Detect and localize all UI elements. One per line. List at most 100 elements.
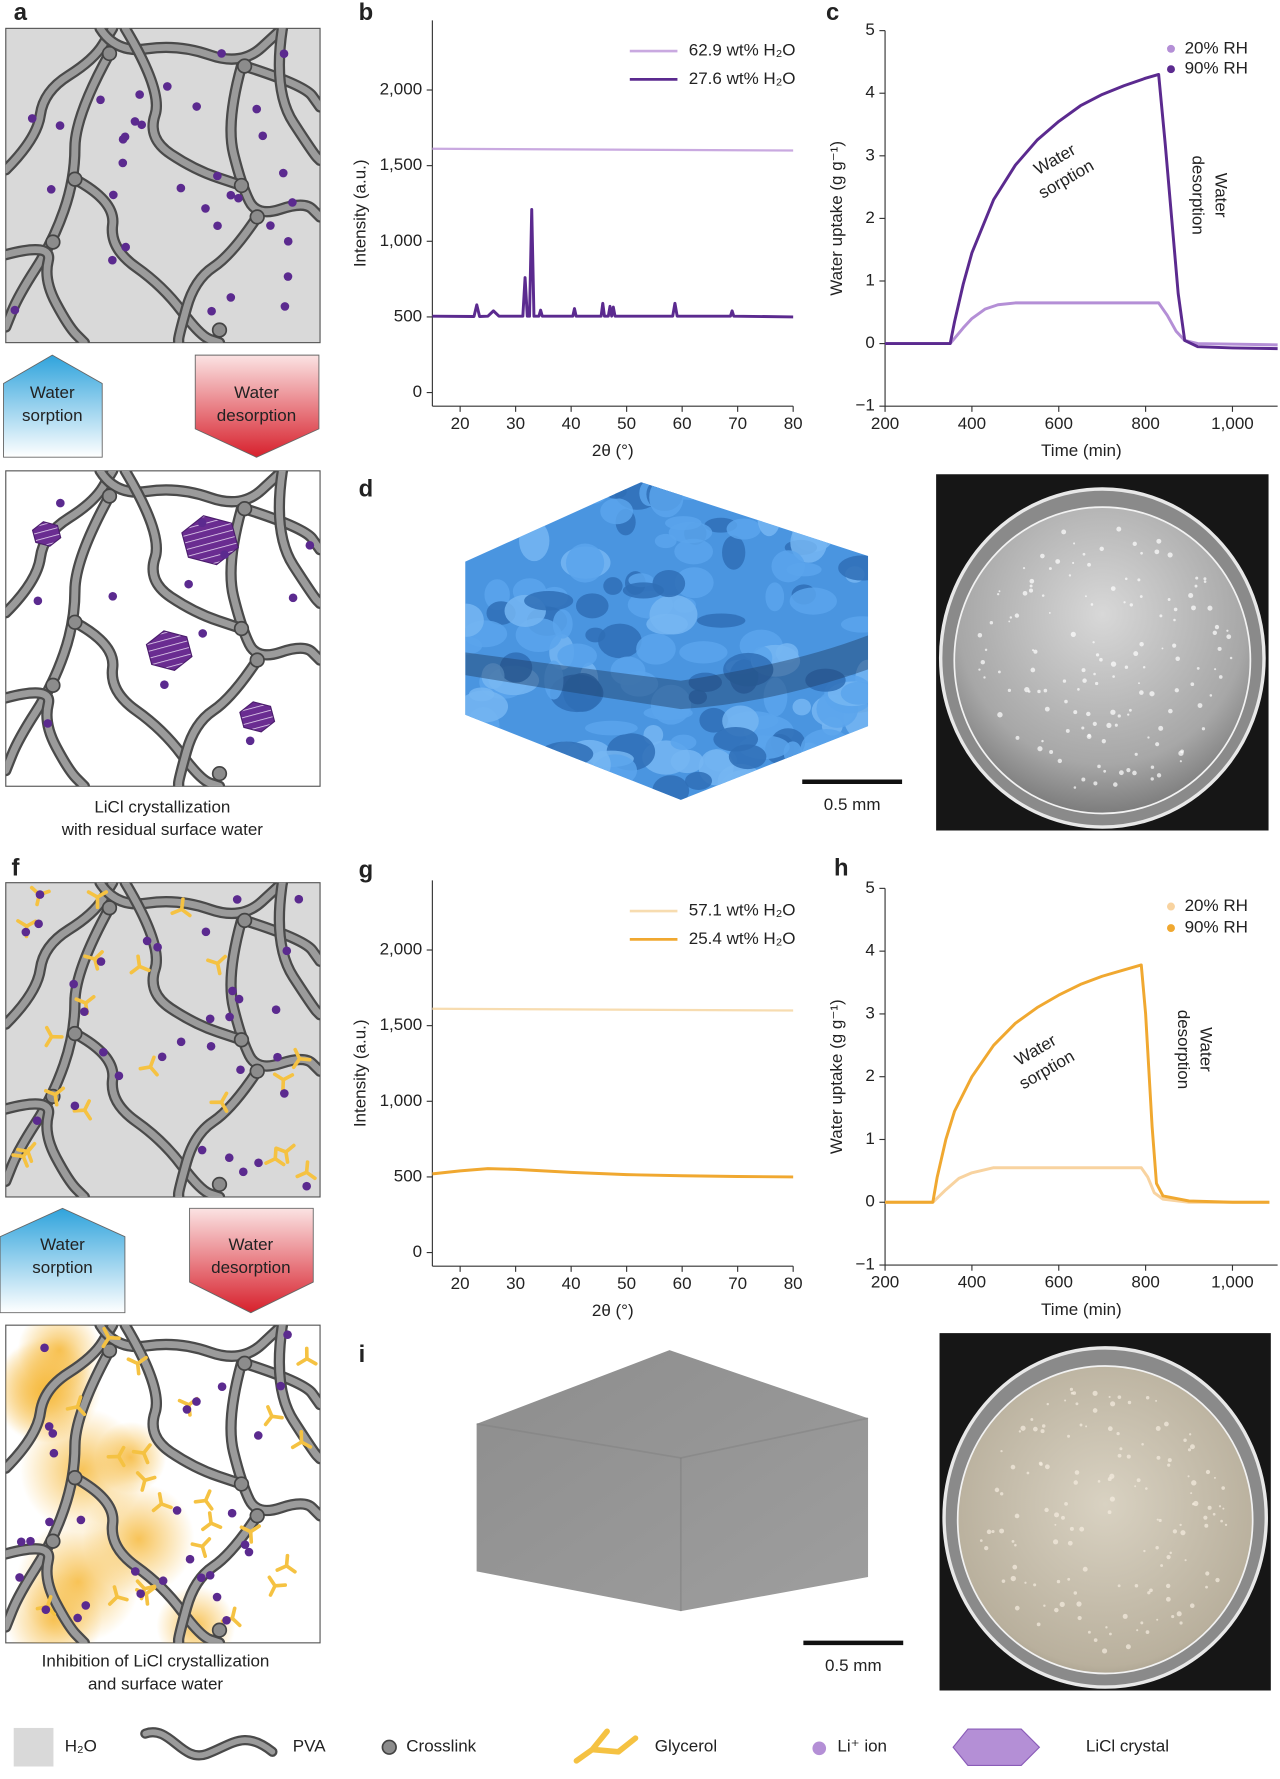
speck (1092, 1408, 1098, 1413)
speck (1209, 694, 1213, 697)
speck (1222, 1507, 1225, 1510)
speck (1075, 1402, 1079, 1406)
speck (1073, 786, 1077, 789)
crosslink (233, 620, 250, 637)
speck (1026, 1471, 1030, 1475)
speck (1117, 1395, 1122, 1399)
grain (773, 482, 799, 502)
speck (1009, 616, 1013, 619)
grain (577, 482, 609, 505)
x-tick-label: 50 (617, 414, 636, 433)
pva-chain (96, 1325, 286, 1360)
li-ion (192, 102, 201, 111)
li-ion (80, 1007, 89, 1016)
crosslink (101, 1342, 118, 1359)
li-ion (44, 1422, 54, 1431)
arrow-label: desorption (217, 406, 296, 425)
glycerol (219, 1100, 229, 1113)
speck (1069, 1387, 1074, 1391)
li-ion (226, 293, 236, 302)
grain (685, 771, 713, 790)
y-tick-label: 0 (413, 1242, 422, 1261)
crosslink (249, 1063, 265, 1079)
li-ion (56, 498, 65, 508)
speck (1052, 1539, 1059, 1545)
speck (1167, 1458, 1172, 1463)
caption: LiCl crystallization (94, 797, 230, 816)
li-ion (282, 946, 292, 956)
y-tick-label: 3 (865, 145, 874, 164)
speck (986, 1529, 992, 1535)
speck (1086, 711, 1091, 717)
speck (1044, 706, 1050, 712)
grain (688, 689, 708, 705)
grain (505, 775, 526, 792)
grain (569, 482, 592, 502)
pva-chain (241, 917, 321, 965)
li-ion (176, 1037, 186, 1047)
series-line (885, 301, 1278, 347)
speck (1000, 1492, 1004, 1496)
speck (1110, 709, 1116, 715)
speck (1024, 686, 1030, 693)
speck (997, 712, 1003, 718)
li-ion (27, 114, 37, 123)
glow (94, 1421, 167, 1494)
speck (1087, 1630, 1091, 1634)
x-tick-label: 60 (673, 1274, 692, 1293)
speck (1136, 1629, 1139, 1632)
speck (1043, 1604, 1046, 1607)
li-ion (135, 90, 144, 99)
speck (1147, 1591, 1151, 1595)
legend-swatch (1167, 65, 1175, 74)
speck (1212, 630, 1218, 635)
li-ion (81, 1601, 91, 1610)
speck (999, 1528, 1005, 1534)
speck (1156, 1518, 1159, 1521)
li-ion (244, 1547, 254, 1557)
speck (1161, 647, 1164, 650)
li-ion (43, 719, 53, 728)
speck (1155, 1399, 1158, 1402)
x-tick-label: 70 (728, 1274, 747, 1293)
li-ion (234, 994, 244, 1004)
speck (1041, 739, 1044, 743)
pva-chain (121, 470, 245, 632)
speck (1048, 611, 1051, 614)
grain (805, 668, 846, 692)
speck (1129, 603, 1133, 607)
speck (1174, 688, 1179, 693)
li-ion (40, 1343, 49, 1353)
speck (1172, 1529, 1178, 1534)
speck (1093, 781, 1098, 786)
grain (490, 740, 520, 758)
pva-chain (5, 1100, 88, 1197)
panel-label: h (834, 854, 849, 881)
speck (1189, 1603, 1195, 1608)
li-ion (278, 168, 288, 178)
y-tick-label: 2 (865, 1066, 874, 1085)
speck (1143, 1549, 1146, 1553)
arrow-label: sorption (22, 406, 82, 425)
grain (575, 593, 609, 619)
x-tick-label: 20 (451, 1274, 470, 1293)
pva-chain (175, 656, 261, 787)
speck (1203, 580, 1207, 583)
speck (983, 676, 986, 679)
legend-label: 27.6 wt% H₂O (689, 69, 796, 88)
speck (1114, 723, 1118, 727)
speck (1207, 1505, 1212, 1510)
speck (1074, 1470, 1080, 1475)
pva-chain (71, 175, 223, 343)
li-ion (258, 131, 268, 141)
pva-chain (175, 1067, 261, 1197)
li-ion (302, 1181, 311, 1191)
speck (1116, 1431, 1120, 1436)
speck (1024, 1581, 1027, 1584)
grain (465, 755, 507, 792)
li-ion (33, 596, 43, 606)
glycerol (291, 1057, 302, 1070)
grain (840, 681, 869, 705)
grain (539, 741, 594, 767)
speck (1029, 578, 1035, 584)
